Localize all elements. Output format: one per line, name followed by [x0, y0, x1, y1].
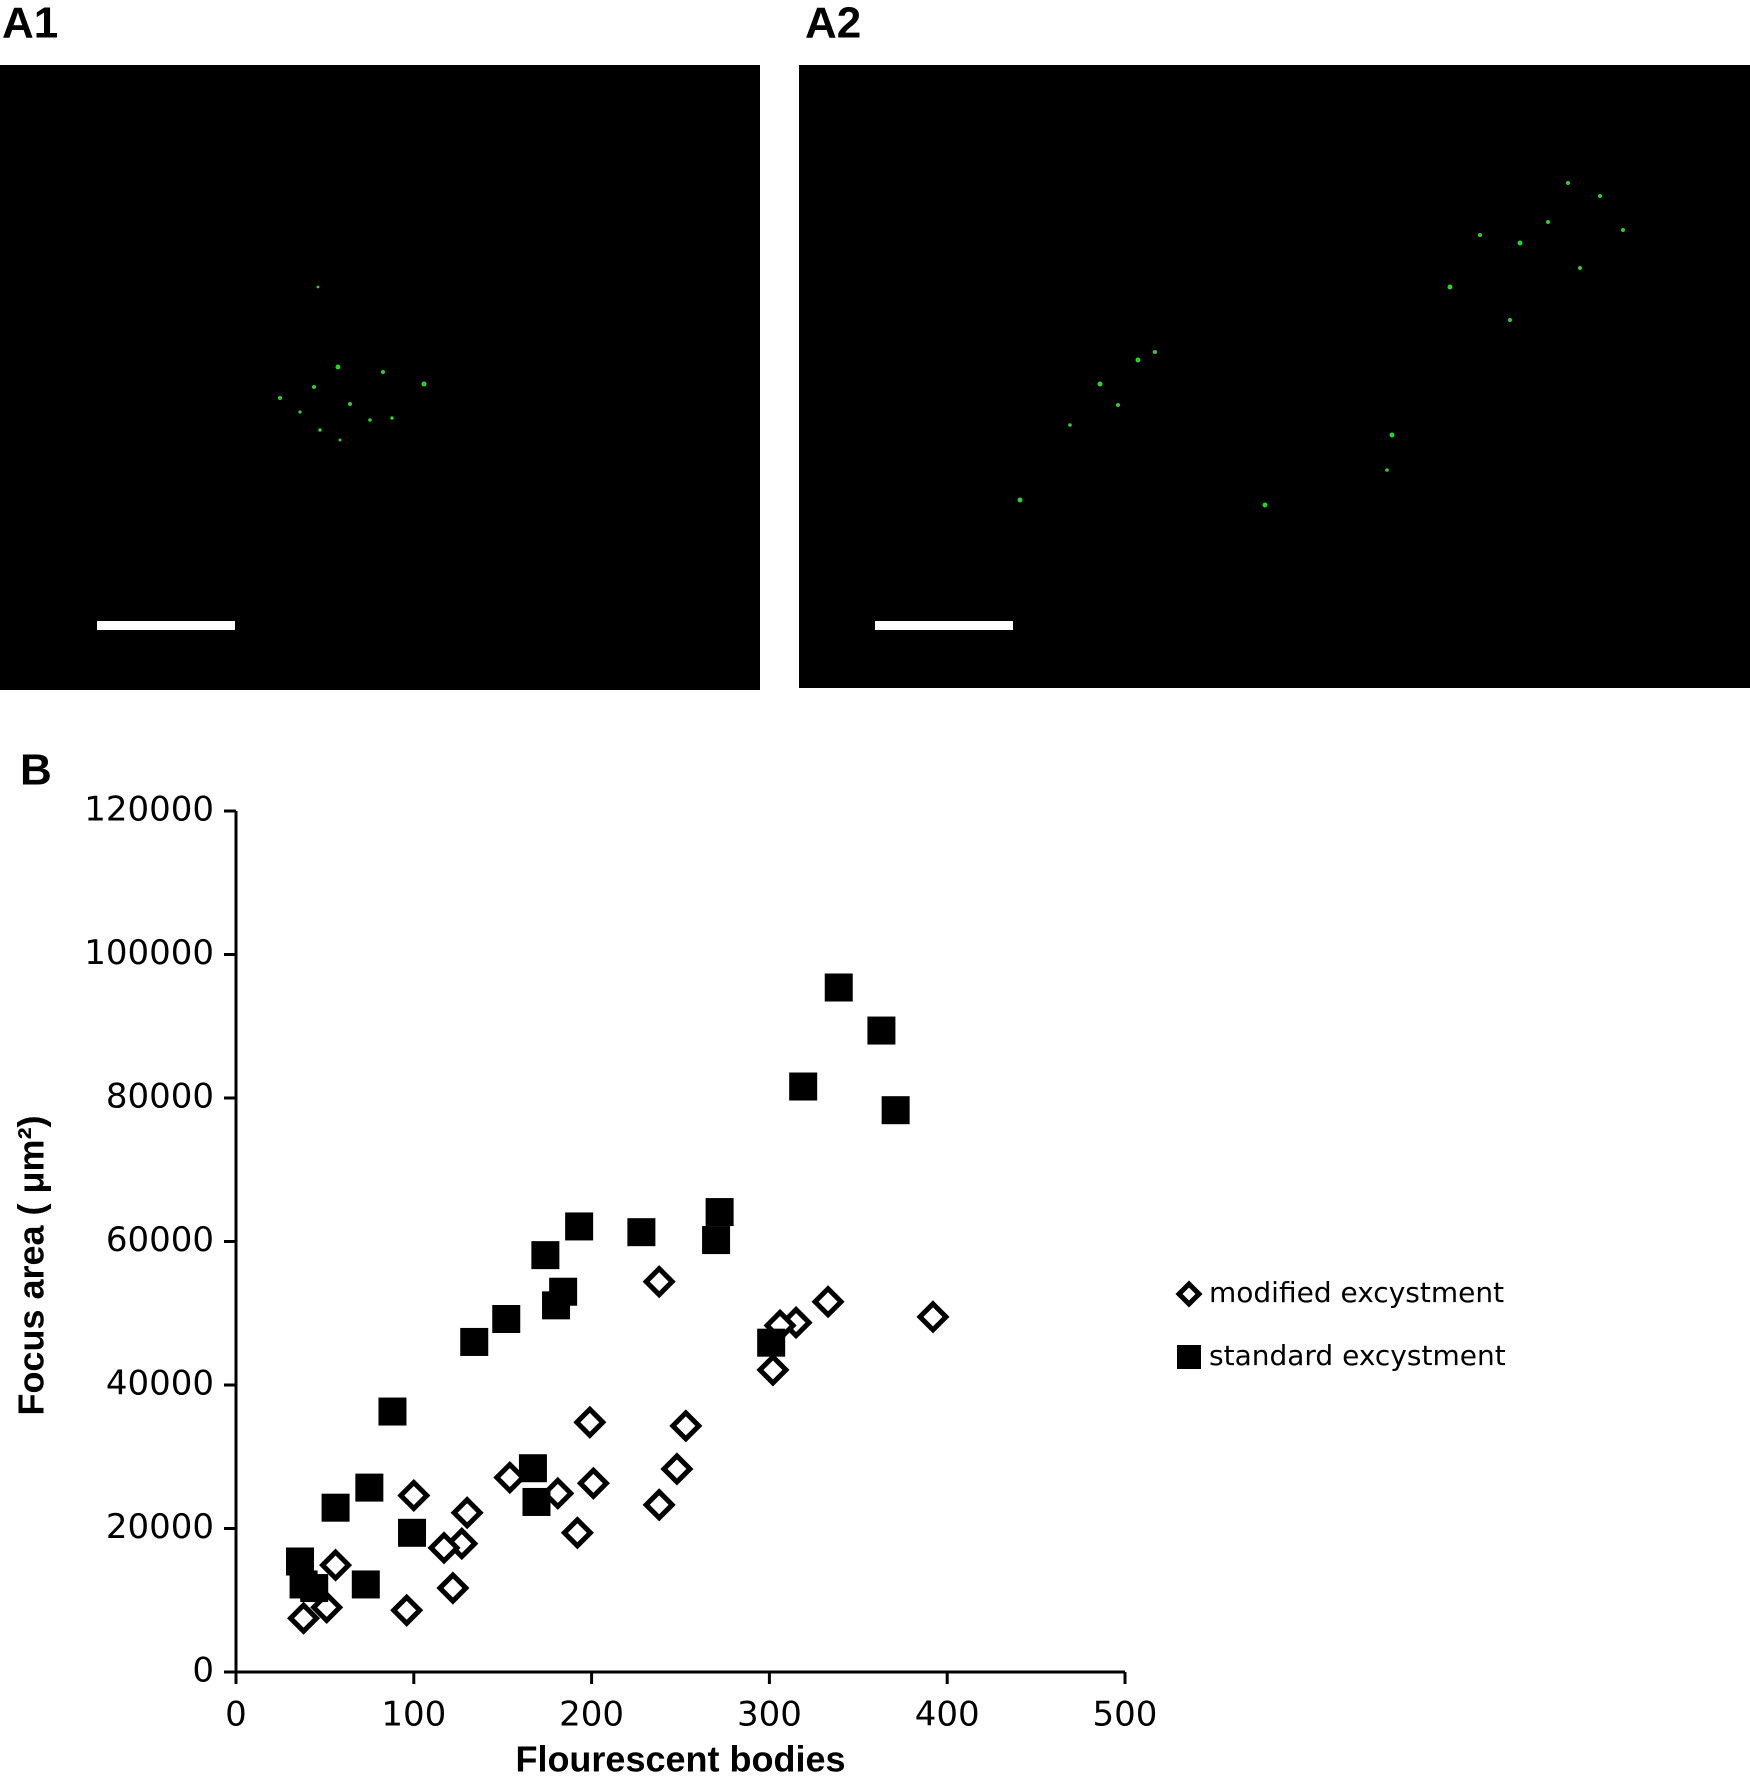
marker: [757, 1328, 786, 1357]
legend-marker: [1175, 1280, 1203, 1308]
marker: [542, 1291, 571, 1320]
marker: [789, 1072, 818, 1101]
marker: [669, 1409, 703, 1443]
x-tick-label: 400: [915, 1695, 980, 1735]
marker: [321, 1493, 350, 1522]
marker: [355, 1473, 384, 1502]
y-tick-label: 20000: [106, 1507, 214, 1547]
panel-label: A1: [2, 0, 58, 48]
marker: [702, 1226, 731, 1255]
legend-marker: [1177, 1345, 1201, 1369]
y-tick-label: 40000: [106, 1364, 214, 1404]
x-tick-label: 0: [225, 1695, 247, 1735]
marker: [300, 1574, 329, 1603]
marker: [867, 1016, 896, 1045]
x-tick-label: 300: [737, 1695, 802, 1735]
x-axis-title: Flourescent bodies: [515, 1739, 845, 1780]
legend-label: standard excystment: [1209, 1339, 1506, 1372]
marker: [573, 1405, 607, 1439]
marker: [450, 1496, 484, 1530]
marker: [627, 1218, 656, 1247]
marker: [705, 1198, 734, 1227]
marker: [287, 1601, 321, 1635]
marker: [660, 1452, 694, 1486]
panel-label: A2: [805, 0, 861, 48]
marker: [397, 1478, 431, 1513]
marker: [824, 973, 853, 1002]
marker: [531, 1241, 560, 1270]
y-tick-label: 100000: [84, 933, 214, 973]
marker: [390, 1593, 424, 1627]
legend-label: modified excystment: [1209, 1276, 1504, 1309]
micrograph: [0, 65, 1750, 690]
marker: [378, 1397, 407, 1426]
marker: [560, 1516, 594, 1550]
y-tick-label: 80000: [106, 1077, 214, 1117]
panel-label: B: [20, 746, 52, 795]
marker: [351, 1570, 380, 1599]
x-tick-label: 100: [381, 1695, 446, 1735]
marker: [319, 1548, 353, 1582]
y-axis-title: Focus area ( μm²): [11, 1115, 52, 1415]
marker: [493, 1461, 527, 1495]
y-tick-label: 0: [192, 1651, 214, 1691]
marker: [642, 1265, 676, 1299]
marker: [565, 1212, 594, 1241]
marker: [427, 1531, 461, 1565]
x-tick-label: 500: [1093, 1695, 1158, 1735]
marker: [881, 1096, 910, 1125]
y-tick-label: 60000: [106, 1220, 214, 1260]
marker: [642, 1488, 676, 1522]
marker: [492, 1304, 521, 1333]
marker: [811, 1285, 845, 1319]
marker: [398, 1518, 427, 1547]
marker: [518, 1454, 547, 1483]
marker: [916, 1300, 950, 1334]
x-tick-label: 200: [559, 1695, 624, 1735]
marker: [460, 1327, 489, 1356]
marker: [756, 1353, 790, 1387]
y-tick-label: 120000: [84, 790, 214, 830]
marker: [576, 1466, 610, 1500]
marker: [445, 1527, 479, 1561]
scatter-chart: 0 20000 40000 60000 80000 100000 120000 0 100 200…: [11, 790, 1506, 1780]
marker: [522, 1487, 551, 1516]
marker: [436, 1571, 470, 1605]
